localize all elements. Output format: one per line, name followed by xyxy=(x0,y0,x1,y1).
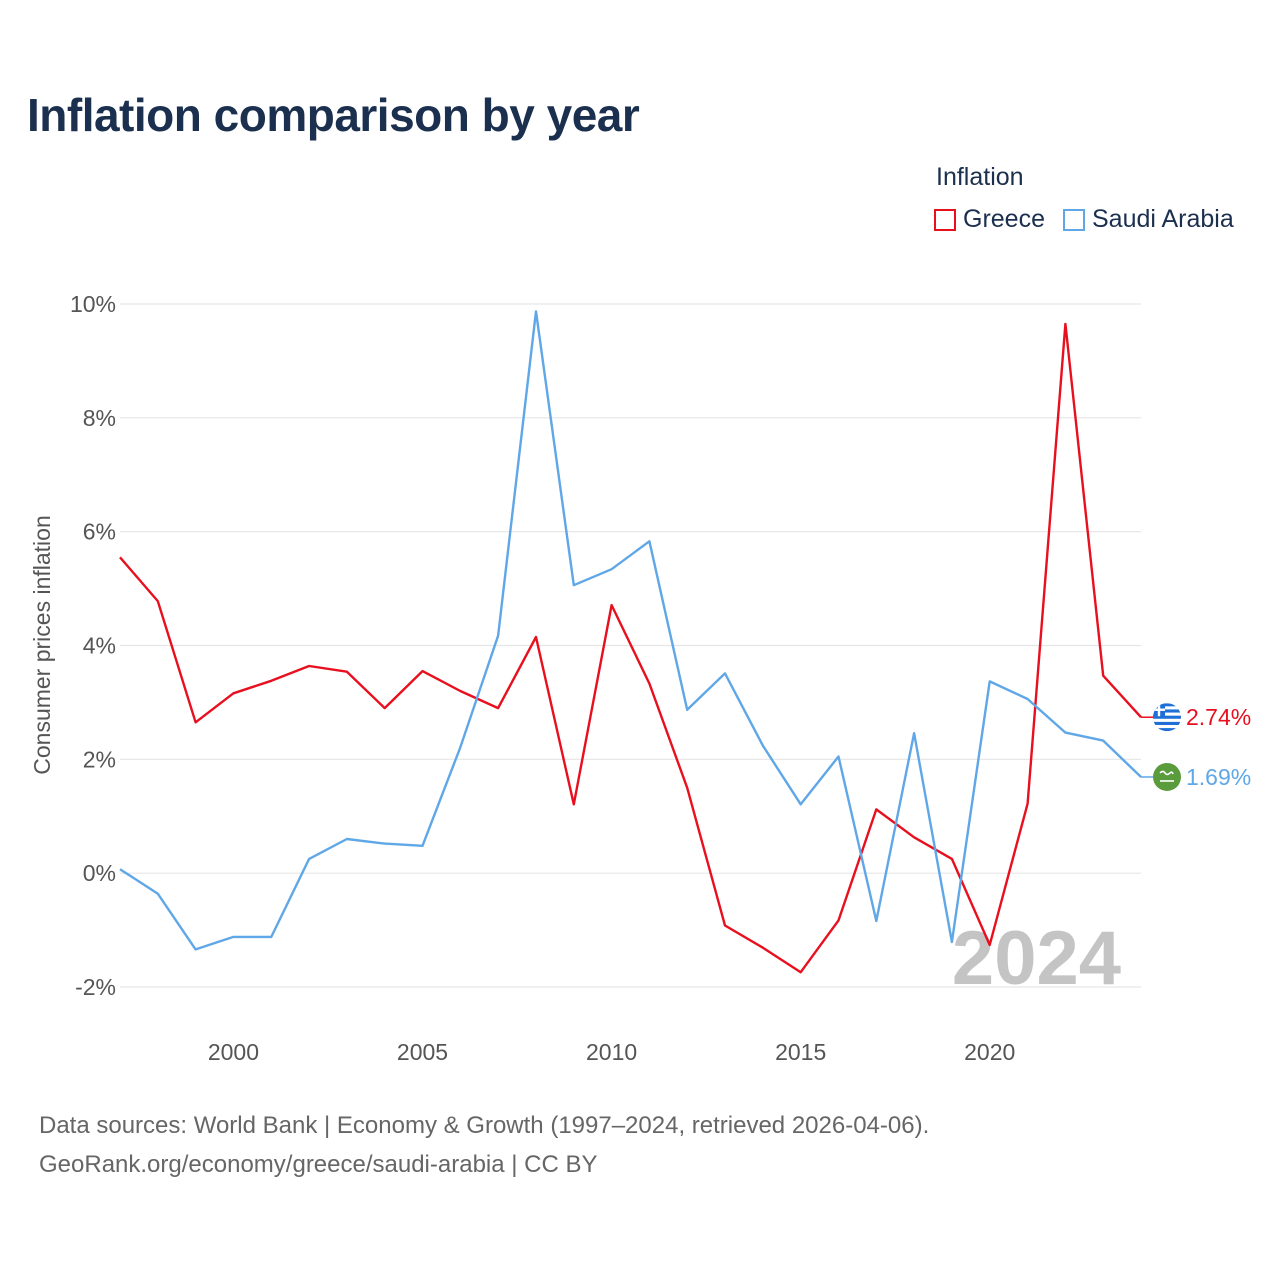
y-tick-label: 4% xyxy=(83,633,116,659)
saudi-arabia-flag-icon xyxy=(1153,762,1181,791)
x-tick-label: 2000 xyxy=(208,1039,259,1065)
legend-item-greece[interactable]: Greece xyxy=(934,205,1045,234)
legend-title: Inflation xyxy=(936,163,1024,191)
x-tick-label: 2020 xyxy=(964,1039,1015,1065)
legend-swatch-greece xyxy=(934,208,956,231)
end-label-saudi-arabia: 1.69% xyxy=(1186,764,1251,790)
y-tick-label: 2% xyxy=(83,746,116,772)
y-tick-label: 10% xyxy=(70,291,116,317)
year-overlay-label: 2024 xyxy=(952,916,1121,1001)
end-label-greece: 2.74% xyxy=(1186,704,1251,730)
y-tick-label: -2% xyxy=(75,974,116,1000)
footer-attribution: GeoRank.org/economy/greece/saudi-arabia … xyxy=(39,1151,598,1178)
y-axis-title: Consumer prices inflation xyxy=(29,515,55,775)
chart-title: Inflation comparison by year xyxy=(27,89,640,141)
y-tick-label: 0% xyxy=(83,860,116,886)
legend-label-saudi-arabia: Saudi Arabia xyxy=(1091,205,1234,233)
y-tick-label: 8% xyxy=(83,405,116,431)
footer-sources: Data sources: World Bank | Economy & Gro… xyxy=(39,1112,930,1139)
legend: Greece Saudi Arabia xyxy=(934,205,1252,234)
legend-item-saudi-arabia[interactable]: Saudi Arabia xyxy=(1062,205,1234,234)
footer: Data sources: World Bank | Economy & Gro… xyxy=(39,1106,929,1184)
x-tick-label: 2010 xyxy=(586,1039,637,1065)
y-tick-label: 6% xyxy=(83,519,116,545)
legend-label-greece: Greece xyxy=(963,205,1045,233)
x-tick-label: 2005 xyxy=(397,1039,448,1065)
series-line-greece[interactable] xyxy=(119,322,1142,974)
x-tick-label: 2015 xyxy=(775,1039,826,1065)
greece-flag-icon xyxy=(1153,703,1181,732)
series-line-saudi-arabia[interactable] xyxy=(119,310,1142,951)
legend-swatch-saudi-arabia xyxy=(1062,208,1085,231)
